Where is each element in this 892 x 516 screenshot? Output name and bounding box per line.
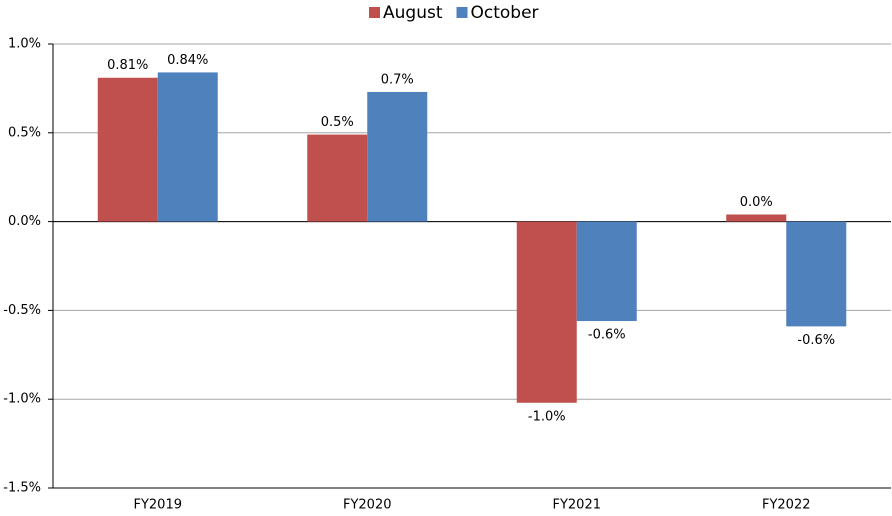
legend-swatch: [369, 7, 380, 18]
data-label: 0.7%: [381, 72, 414, 87]
data-label: 0.0%: [740, 195, 773, 210]
legend-label: August: [383, 3, 443, 23]
bar: [157, 72, 218, 222]
data-label: -0.6%: [797, 333, 835, 348]
data-label: 0.5%: [321, 115, 354, 130]
data-label: 0.84%: [167, 53, 208, 68]
bar: [726, 214, 787, 222]
y-tick-label: -1.0%: [3, 392, 41, 407]
x-tick-label: FY2020: [343, 498, 392, 513]
bar: [786, 221, 847, 327]
y-tick-label: 1.0%: [8, 37, 41, 52]
legend-swatch: [456, 7, 468, 18]
y-tick-label: -0.5%: [3, 303, 41, 318]
y-tick-label: 0.0%: [8, 214, 41, 229]
bar: [576, 221, 637, 322]
x-tick-label: FY2019: [133, 498, 182, 513]
bar: [307, 134, 368, 222]
data-label: 0.81%: [107, 58, 148, 73]
data-label: -0.6%: [588, 328, 626, 343]
bar: [516, 221, 577, 403]
y-tick-label: 0.5%: [8, 125, 41, 140]
legend-label: October: [471, 3, 539, 23]
x-tick-label: FY2021: [552, 498, 601, 513]
data-label: -1.0%: [528, 409, 566, 424]
bar: [97, 77, 158, 222]
bar: [367, 91, 428, 222]
y-tick-label: -1.5%: [3, 481, 41, 496]
x-tick-label: FY2022: [762, 498, 811, 513]
